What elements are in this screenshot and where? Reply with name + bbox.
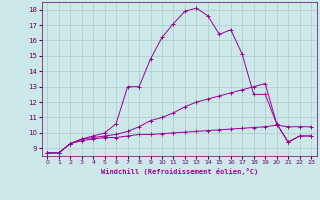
X-axis label: Windchill (Refroidissement éolien,°C): Windchill (Refroidissement éolien,°C) <box>100 168 258 175</box>
